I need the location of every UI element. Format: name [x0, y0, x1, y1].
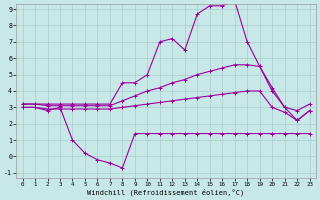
X-axis label: Windchill (Refroidissement éolien,°C): Windchill (Refroidissement éolien,°C)	[87, 188, 245, 196]
